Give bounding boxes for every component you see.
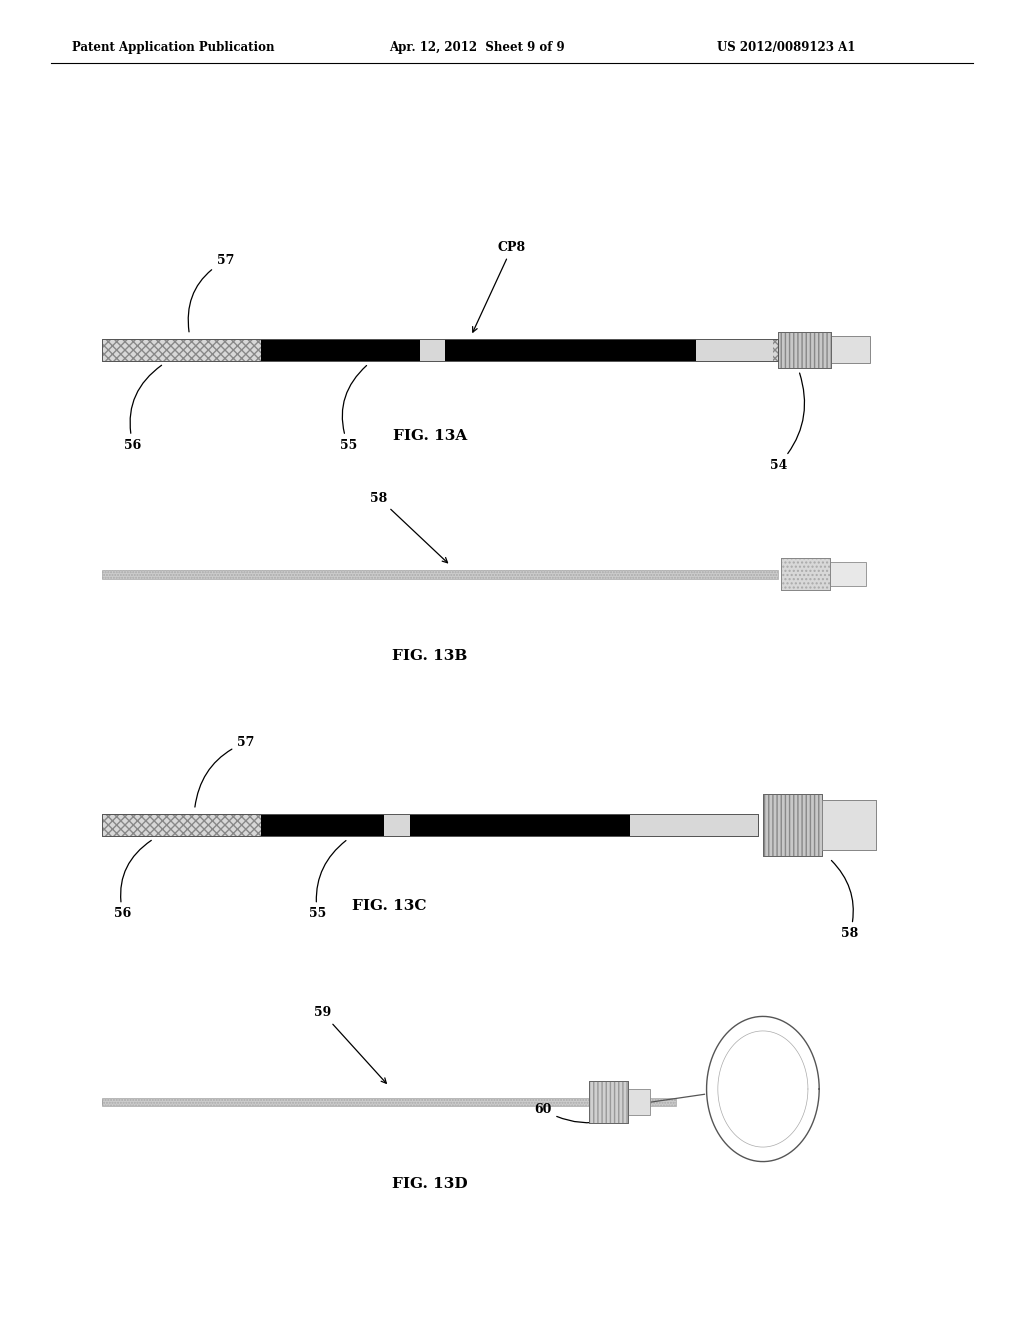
Bar (781, 558, 830, 590)
Bar (763, 795, 822, 855)
Bar (102, 813, 758, 837)
Bar (445, 338, 696, 360)
Bar (589, 1081, 628, 1123)
Bar (384, 813, 410, 837)
Bar (102, 338, 778, 360)
Text: US 2012/0089123 A1: US 2012/0089123 A1 (717, 41, 855, 54)
Bar (781, 558, 830, 590)
Text: 58: 58 (371, 491, 447, 562)
Bar (384, 813, 410, 837)
Text: FIG. 13C: FIG. 13C (352, 899, 426, 912)
Bar (830, 562, 866, 586)
Text: 56: 56 (115, 841, 152, 920)
Text: 55: 55 (340, 366, 367, 451)
Text: 57: 57 (195, 735, 254, 807)
Bar (102, 813, 758, 837)
Bar (102, 570, 778, 578)
Bar (102, 338, 778, 360)
Text: 57: 57 (188, 253, 233, 331)
Bar (420, 338, 445, 360)
Text: FIG. 13B: FIG. 13B (392, 649, 468, 663)
Bar (102, 813, 758, 837)
Text: 54: 54 (770, 374, 805, 471)
Text: Patent Application Publication: Patent Application Publication (72, 41, 274, 54)
Text: 55: 55 (309, 841, 346, 920)
Text: FIG. 13A: FIG. 13A (393, 429, 467, 442)
Bar (589, 1081, 628, 1123)
Bar (261, 338, 420, 360)
Bar (589, 1081, 628, 1123)
Bar (763, 795, 822, 855)
Bar (261, 813, 384, 837)
Bar (822, 800, 876, 850)
Bar (410, 813, 630, 837)
Text: 56: 56 (125, 366, 162, 451)
Bar (102, 570, 778, 578)
Bar (822, 800, 876, 850)
Bar (778, 331, 831, 368)
Text: Apr. 12, 2012  Sheet 9 of 9: Apr. 12, 2012 Sheet 9 of 9 (389, 41, 565, 54)
Bar (628, 1089, 650, 1115)
Text: 58: 58 (831, 861, 858, 940)
Bar (630, 813, 758, 837)
Bar (420, 338, 445, 360)
Bar (630, 813, 758, 837)
Text: 60: 60 (535, 1102, 605, 1123)
Bar (696, 338, 773, 360)
Text: CP8: CP8 (473, 240, 526, 333)
Bar (778, 331, 831, 368)
Text: FIG. 13D: FIG. 13D (392, 1177, 468, 1191)
Bar (696, 338, 773, 360)
Bar (778, 331, 831, 368)
Text: 59: 59 (314, 1006, 386, 1084)
Bar (763, 795, 822, 855)
Bar (831, 337, 870, 363)
Bar (781, 558, 830, 590)
Bar (102, 1098, 676, 1106)
Bar (102, 338, 778, 360)
Bar (102, 1098, 676, 1106)
